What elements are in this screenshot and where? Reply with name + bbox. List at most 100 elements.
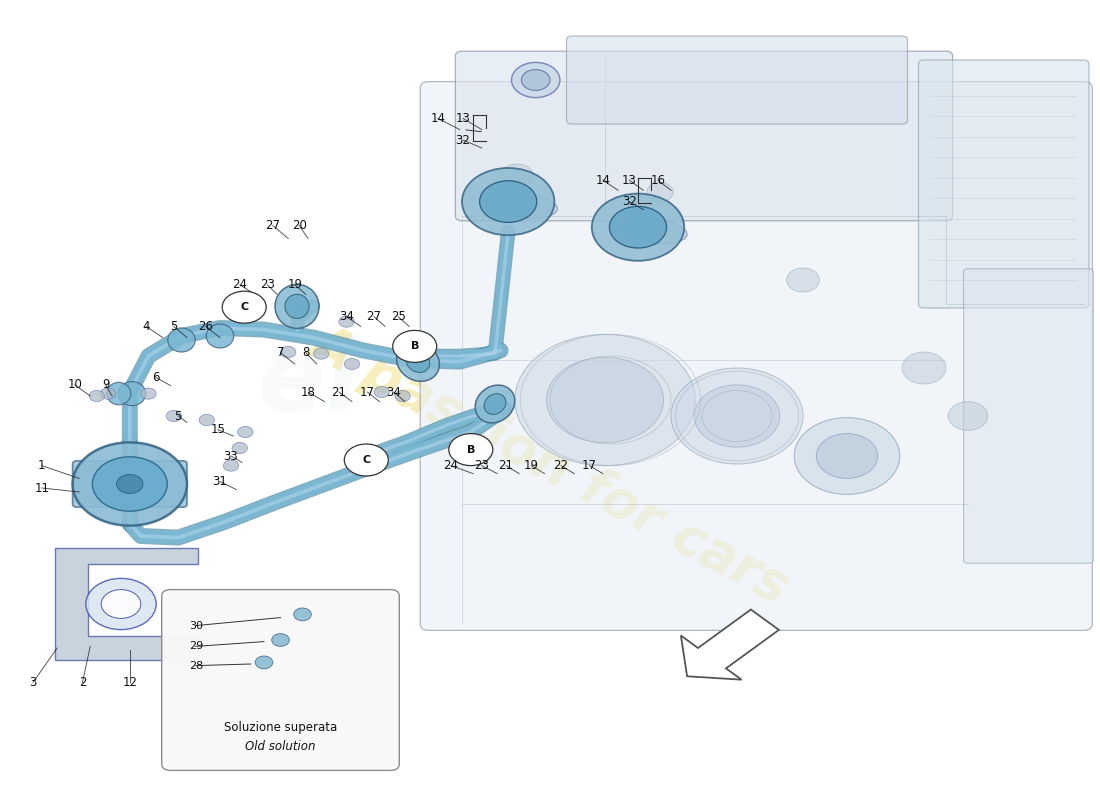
Text: 12: 12	[122, 676, 138, 689]
Text: 29: 29	[189, 642, 202, 651]
Text: 17: 17	[582, 459, 597, 472]
Text: A passion for cars: A passion for cars	[302, 316, 798, 612]
Text: 1: 1	[39, 459, 45, 472]
Text: 16: 16	[650, 174, 666, 186]
Polygon shape	[681, 610, 779, 680]
Circle shape	[294, 608, 311, 621]
Text: Old solution: Old solution	[245, 740, 316, 753]
Text: 13: 13	[621, 174, 637, 186]
Text: B: B	[466, 445, 475, 454]
Ellipse shape	[285, 294, 309, 318]
Ellipse shape	[484, 394, 506, 414]
Circle shape	[609, 206, 667, 248]
Circle shape	[199, 414, 214, 426]
Text: 10: 10	[67, 378, 82, 391]
Ellipse shape	[207, 324, 233, 348]
FancyBboxPatch shape	[455, 51, 953, 221]
Circle shape	[948, 402, 988, 430]
Circle shape	[816, 434, 878, 478]
Circle shape	[786, 268, 820, 292]
FancyBboxPatch shape	[162, 590, 399, 770]
Circle shape	[521, 70, 550, 90]
Text: 2: 2	[79, 676, 86, 689]
Circle shape	[92, 457, 167, 511]
Circle shape	[272, 634, 289, 646]
Circle shape	[166, 410, 182, 422]
Circle shape	[462, 168, 554, 235]
Circle shape	[547, 358, 663, 442]
Text: 9: 9	[102, 378, 109, 391]
Text: 34: 34	[386, 386, 402, 398]
Text: 33: 33	[223, 450, 239, 462]
Ellipse shape	[107, 382, 131, 405]
FancyBboxPatch shape	[566, 36, 908, 124]
Text: 24: 24	[232, 278, 248, 291]
Ellipse shape	[119, 382, 145, 406]
Circle shape	[671, 368, 803, 464]
Text: 3: 3	[30, 676, 36, 689]
Text: 18: 18	[300, 386, 316, 398]
Circle shape	[393, 330, 437, 362]
Text: C: C	[240, 302, 249, 312]
Circle shape	[222, 291, 266, 323]
Text: 26: 26	[198, 320, 213, 333]
Text: B: B	[410, 342, 419, 351]
FancyBboxPatch shape	[420, 82, 1092, 630]
Text: 23: 23	[260, 278, 275, 291]
Text: 22: 22	[553, 459, 569, 472]
Text: C: C	[362, 455, 371, 465]
Text: 7: 7	[277, 346, 284, 359]
FancyBboxPatch shape	[918, 60, 1089, 308]
Text: 32: 32	[621, 195, 637, 208]
Text: 21: 21	[498, 459, 514, 472]
Text: 34: 34	[339, 310, 354, 323]
Text: 25: 25	[390, 310, 406, 323]
Circle shape	[89, 390, 104, 402]
Ellipse shape	[406, 350, 430, 373]
Circle shape	[223, 460, 239, 471]
Text: 5: 5	[175, 410, 182, 422]
Circle shape	[238, 426, 253, 438]
Text: 24: 24	[443, 459, 459, 472]
Text: 31: 31	[212, 475, 228, 488]
Circle shape	[794, 418, 900, 494]
Text: 19: 19	[287, 278, 303, 291]
Circle shape	[101, 590, 141, 618]
Ellipse shape	[167, 328, 196, 352]
Circle shape	[500, 164, 534, 188]
Text: 20: 20	[292, 219, 307, 232]
Text: 27: 27	[366, 310, 382, 323]
Circle shape	[73, 442, 187, 526]
Text: 14: 14	[595, 174, 610, 186]
Text: 6: 6	[153, 371, 159, 384]
Circle shape	[314, 348, 329, 359]
Text: 32: 32	[455, 134, 471, 146]
Circle shape	[647, 182, 673, 202]
Text: 11: 11	[34, 482, 50, 494]
Circle shape	[255, 656, 273, 669]
Text: 13: 13	[455, 112, 471, 125]
Circle shape	[344, 358, 360, 370]
Text: 4: 4	[143, 320, 150, 333]
Circle shape	[100, 388, 116, 399]
Circle shape	[694, 385, 780, 447]
Circle shape	[592, 194, 684, 261]
Ellipse shape	[621, 218, 688, 244]
FancyBboxPatch shape	[73, 461, 187, 507]
Text: 15: 15	[210, 423, 225, 436]
FancyBboxPatch shape	[964, 269, 1093, 563]
Circle shape	[339, 316, 354, 327]
Circle shape	[117, 474, 143, 494]
Circle shape	[374, 386, 389, 398]
Text: 8: 8	[302, 346, 309, 359]
Circle shape	[480, 181, 537, 222]
Text: 21: 21	[331, 386, 346, 398]
Text: el: el	[257, 335, 359, 433]
Text: 17: 17	[360, 386, 375, 398]
Text: 5: 5	[170, 320, 177, 333]
Circle shape	[515, 334, 695, 466]
Text: 14: 14	[430, 112, 446, 125]
Circle shape	[395, 390, 410, 402]
Ellipse shape	[397, 342, 439, 382]
Circle shape	[280, 346, 296, 358]
